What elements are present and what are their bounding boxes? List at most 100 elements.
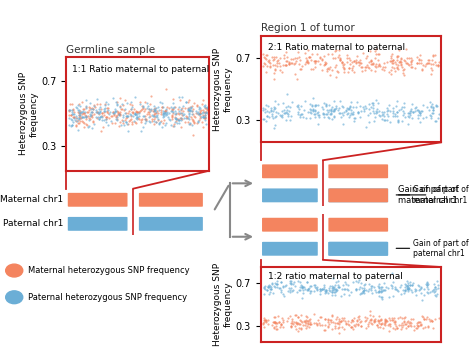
Point bbox=[199, 97, 207, 103]
Point bbox=[417, 285, 425, 291]
Point bbox=[321, 290, 329, 296]
Point bbox=[297, 57, 304, 63]
Point bbox=[285, 109, 292, 114]
Point bbox=[265, 284, 273, 289]
Point bbox=[355, 59, 362, 65]
Point bbox=[116, 111, 123, 116]
Point bbox=[328, 104, 336, 110]
Point bbox=[123, 100, 130, 106]
Point bbox=[357, 290, 365, 296]
Point bbox=[79, 109, 87, 114]
Point bbox=[96, 109, 104, 115]
Point bbox=[295, 321, 303, 326]
Point bbox=[357, 280, 365, 286]
Point bbox=[186, 109, 194, 114]
Point bbox=[124, 121, 131, 127]
Point bbox=[136, 113, 143, 119]
Point bbox=[412, 292, 419, 298]
Point bbox=[337, 293, 344, 299]
Point bbox=[142, 118, 150, 124]
Point bbox=[397, 322, 404, 328]
Point bbox=[396, 59, 403, 65]
Point bbox=[368, 61, 376, 67]
Point bbox=[68, 112, 75, 118]
Point bbox=[119, 112, 127, 118]
Point bbox=[393, 109, 401, 115]
Point bbox=[164, 104, 171, 109]
Point bbox=[65, 112, 73, 118]
Point bbox=[407, 59, 415, 64]
Point bbox=[321, 316, 329, 321]
Point bbox=[90, 121, 98, 126]
Point bbox=[417, 284, 424, 290]
Point bbox=[198, 101, 206, 106]
Point bbox=[399, 287, 406, 293]
Point bbox=[127, 106, 135, 112]
Point bbox=[113, 112, 120, 118]
Point bbox=[259, 108, 267, 113]
Point bbox=[365, 59, 373, 64]
Point bbox=[122, 120, 130, 125]
Point bbox=[272, 326, 279, 331]
Point bbox=[360, 106, 367, 112]
Point bbox=[399, 68, 407, 73]
Point bbox=[347, 107, 355, 113]
Point bbox=[416, 110, 423, 115]
Point bbox=[146, 106, 153, 111]
Point bbox=[353, 278, 360, 284]
Point bbox=[424, 279, 431, 284]
Point bbox=[431, 284, 439, 290]
Point bbox=[261, 292, 268, 297]
Point bbox=[319, 287, 327, 292]
Point bbox=[430, 289, 438, 295]
Point bbox=[259, 116, 267, 122]
Point bbox=[327, 288, 334, 293]
Point bbox=[203, 107, 211, 112]
Point bbox=[343, 281, 350, 287]
Point bbox=[401, 315, 408, 321]
Point bbox=[430, 287, 438, 292]
Point bbox=[201, 115, 208, 121]
Point bbox=[388, 51, 396, 57]
Point bbox=[389, 105, 397, 111]
Point bbox=[386, 323, 394, 329]
Text: Gain of part of
paternal chr1: Gain of part of paternal chr1 bbox=[413, 239, 469, 258]
Point bbox=[324, 320, 332, 325]
Point bbox=[367, 284, 374, 289]
Point bbox=[416, 319, 424, 325]
Point bbox=[306, 54, 314, 59]
Point bbox=[73, 106, 81, 111]
Point bbox=[401, 110, 408, 116]
Point bbox=[313, 51, 320, 57]
Point bbox=[100, 109, 108, 114]
Point bbox=[419, 102, 427, 108]
Point bbox=[92, 109, 100, 115]
Point bbox=[310, 108, 317, 114]
Point bbox=[381, 287, 389, 293]
Point bbox=[294, 104, 302, 110]
Point bbox=[407, 323, 415, 329]
Point bbox=[337, 318, 345, 324]
Point bbox=[277, 112, 284, 118]
Point bbox=[89, 110, 96, 115]
Point bbox=[368, 100, 376, 106]
Point bbox=[73, 119, 81, 124]
Point bbox=[292, 312, 299, 317]
Point bbox=[75, 116, 82, 122]
Point bbox=[399, 112, 407, 117]
Point bbox=[429, 108, 437, 113]
Point bbox=[330, 106, 338, 112]
Point bbox=[100, 117, 108, 123]
Point bbox=[130, 118, 137, 124]
Point bbox=[338, 103, 346, 109]
Point bbox=[82, 121, 90, 126]
Point bbox=[404, 319, 411, 324]
Point bbox=[424, 61, 432, 66]
Point bbox=[314, 121, 321, 126]
Point bbox=[182, 99, 190, 105]
Point bbox=[70, 114, 78, 120]
Point bbox=[72, 114, 80, 119]
Point bbox=[265, 59, 273, 64]
Point bbox=[310, 288, 318, 294]
Point bbox=[79, 106, 87, 111]
